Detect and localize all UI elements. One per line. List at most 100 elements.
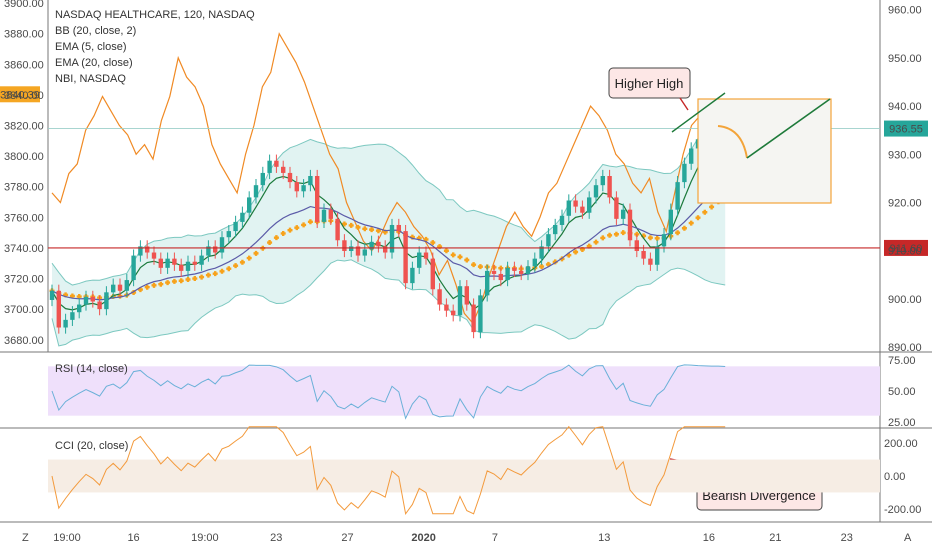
ema-cross-mark [471,262,477,268]
candle-body [580,206,585,213]
candle-body [546,234,551,247]
left-tick-label: 3800.00 [4,151,44,163]
candle-body [274,160,279,167]
candle-body [165,258,170,268]
cci-band [48,459,880,493]
ema-cross-mark [301,222,307,228]
right-tick-label: 960.00 [888,5,922,17]
candle-body [206,246,211,256]
candle-body [321,209,327,222]
ema5-line [51,136,726,311]
ema-cross-mark [539,264,545,270]
ema-cross-mark [171,278,177,284]
ema-cross-mark [607,232,613,238]
candle-body [621,209,626,219]
ema-cross-mark [294,225,300,231]
hline-tag-right: 911.60 [890,243,923,255]
right-tick-label: 930.00 [888,149,922,161]
ema-cross-mark [348,222,354,228]
ema-cross-mark [654,235,660,241]
candle-body [267,160,272,173]
candle-body [335,218,340,241]
right-tick-label: 940.00 [888,101,922,113]
legend-nbi: NBI, NASDAQ [55,73,126,85]
x-tick-label: 13 [598,532,610,544]
ema-cross-mark [620,230,626,236]
ema-cross-mark [192,276,198,282]
candle-body [124,280,129,291]
right-corner-icon[interactable]: A [904,532,912,544]
candle-body [362,249,367,256]
candle-body [566,200,571,216]
candle-body [430,258,435,290]
right-tick-label: 910.00 [888,246,922,258]
candle-body [607,176,612,198]
higher-high-trend [671,92,726,133]
bb-fill [52,99,726,346]
x-tick-label: 21 [769,532,781,544]
price-tag-right: 936.55 [889,124,923,136]
candle-body [253,185,259,198]
ema-cross-mark [450,252,456,258]
left-corner-icon[interactable]: Z [22,532,29,544]
legend-title: NASDAQ HEALTHCARE, 120, NASDAQ [55,9,255,21]
ema-cross-mark [593,239,599,245]
candle-body [539,246,544,259]
candle-body [491,270,497,274]
right-tick-label: 950.00 [888,53,922,65]
candle-body [281,166,286,173]
candle-body [192,261,197,265]
candle-body [668,209,673,235]
ema-cross-mark [165,280,171,286]
ema-cross-mark [185,277,191,283]
ema-cross-mark [443,248,449,254]
x-tick-label: 16 [127,532,139,544]
candle-body [185,261,191,271]
candle-body [498,273,503,281]
candle-body [471,304,476,333]
bollinger-band [51,99,726,347]
candle-body [117,284,123,291]
ema-cross-mark [457,254,463,260]
ema-cross-mark [307,219,313,225]
candle-body [90,296,95,302]
ema-cross-mark [158,281,164,287]
ema-cross-mark [267,240,273,246]
candle-body [593,185,599,198]
candle-body [49,290,55,300]
ema-cross-mark [613,231,619,237]
candle-body [260,172,265,186]
price-tag-left: 3840.39 [0,89,40,101]
ema-cross-mark [647,235,653,241]
candle-body [587,197,592,213]
left-tick-label: 3900.00 [4,0,44,10]
left-tick-label: 3820.00 [4,120,44,132]
candle-body [328,209,333,219]
ema-cross-mark [695,215,701,221]
grid-lines [0,0,932,523]
candle-body [131,255,136,281]
x-tick-label: 16 [703,532,715,544]
ema-cross-mark [144,284,150,290]
price-tag-right-bg [884,120,928,137]
x-tick-label: 2020 [411,532,435,544]
ema-cross-mark [709,204,715,210]
candle-body [423,252,429,259]
candle-body [689,148,694,164]
rsi-band [48,366,880,416]
left-tick-label: 3780.00 [4,182,44,194]
ema-cross-mark [151,282,157,288]
candle-body [600,176,605,186]
candle-body [512,267,517,271]
cci-label: CCI (20, close) [55,440,128,452]
ema-cross-mark [600,235,606,241]
candle-body [294,182,299,192]
ema20-line [51,181,726,301]
left-tick-label: 3860.00 [4,59,44,71]
candle-body [104,292,109,310]
higher-high-callout [608,67,691,99]
ema-cross-mark [246,255,252,261]
candle-body [627,209,633,241]
